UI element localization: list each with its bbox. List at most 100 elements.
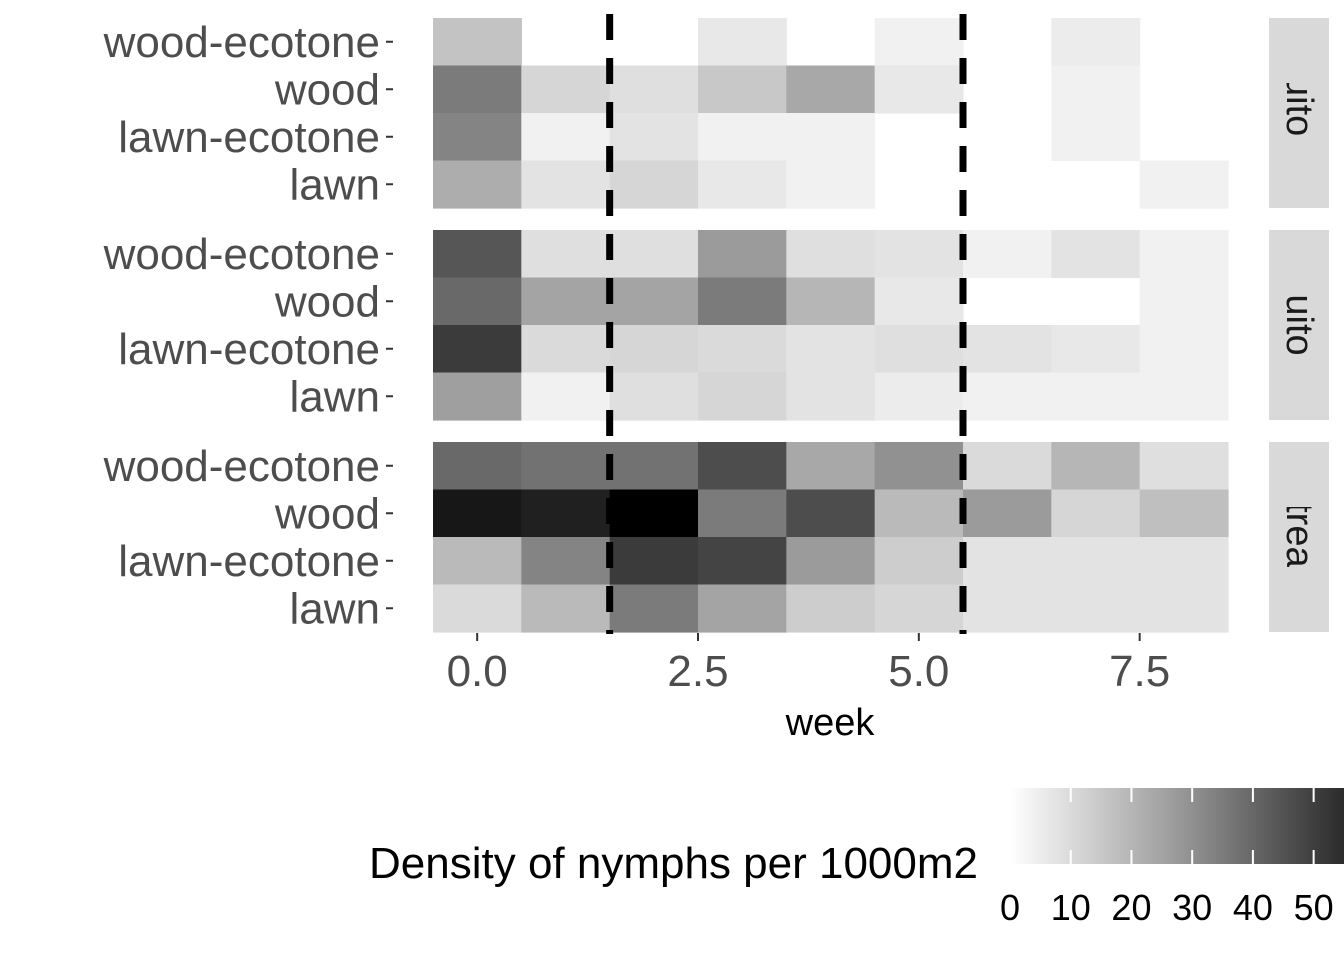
heatmap-cell [786, 230, 876, 279]
heatmap-cell [609, 537, 699, 586]
heatmap-cell [786, 442, 876, 491]
heatmap-cell [963, 442, 1052, 491]
heatmap-cell [521, 113, 611, 162]
heatmap-cell [1139, 584, 1229, 633]
heatmap-cell [1051, 372, 1141, 421]
facet-strip: osquito On [1269, 230, 1329, 420]
heatmap-cell [433, 584, 522, 633]
heatmap-cell [698, 537, 787, 586]
panel [433, 230, 1229, 421]
heatmap-cell [1051, 230, 1141, 279]
facet-strip-background [1269, 442, 1329, 632]
facet-strip-label: osquito & Ti [1278, 14, 1320, 213]
heatmap-cell [963, 489, 1052, 538]
legend-tick-label: 0 [1000, 887, 1020, 928]
legend-tick-label: 50 [1294, 887, 1334, 928]
heatmap-cell [786, 160, 876, 209]
legend-tick-label: 40 [1233, 887, 1273, 928]
heatmap-cell [433, 277, 522, 326]
heatmap-cell [698, 113, 787, 162]
x-axis-tick-label: 0.0 [447, 647, 508, 696]
panel [433, 18, 1229, 209]
heatmap-cell [521, 230, 611, 279]
heatmap-cell [874, 230, 964, 279]
heatmap-cell [698, 160, 787, 209]
heatmap-cell [521, 584, 611, 633]
heatmap-cell [874, 442, 964, 491]
heatmap-cell [786, 113, 876, 162]
heatmap-cell [433, 489, 522, 538]
heatmap-cell [786, 65, 876, 114]
heatmap-cell [521, 325, 611, 374]
heatmap-cell [433, 537, 522, 586]
heatmap-cell [698, 372, 787, 421]
heatmap-cell [698, 489, 787, 538]
heatmap-cell [609, 65, 699, 114]
heatmap-cell [521, 442, 611, 491]
heatmap-cell [698, 442, 787, 491]
heatmap-cell [433, 230, 522, 279]
heatmap-cell [963, 372, 1052, 421]
legend-colorbar [1010, 788, 1344, 864]
facet-strip-background [1269, 18, 1329, 208]
legend-tick-label: 30 [1172, 887, 1212, 928]
facet-strips: osquito & Ti osquito On Untreated [1269, 14, 1329, 632]
x-axis-title: week [785, 702, 876, 744]
facet-strip: Untreated [1269, 442, 1329, 632]
heatmap-cell [1139, 230, 1229, 279]
heatmap-cell [874, 537, 964, 586]
heatmap-cell [963, 230, 1052, 279]
heatmap-cell [521, 277, 611, 326]
y-axis-label: wood [274, 65, 380, 114]
heatmap-cell [1139, 372, 1229, 421]
y-axis-label: wood-ecotone [103, 230, 380, 279]
facet-strip-label: Untreated [1278, 454, 1320, 621]
heatmap-cell [1051, 489, 1141, 538]
heatmap-cell [1051, 18, 1141, 67]
heatmap-cell [609, 277, 699, 326]
heatmap-cell [1051, 113, 1141, 162]
y-axis-label: lawn-ecotone [118, 537, 380, 586]
heatmap-cell [786, 489, 876, 538]
heatmap-cell [786, 325, 876, 374]
heatmap-cell [433, 442, 522, 491]
heatmap-cell [963, 325, 1052, 374]
y-axis-label: wood [274, 489, 380, 538]
y-axis-label: wood [274, 277, 380, 326]
heatmap-cell [698, 230, 787, 279]
heatmap-cell [874, 325, 964, 374]
x-axis-tick-label: 7.5 [1109, 647, 1170, 696]
heatmap-cell [521, 160, 611, 209]
heatmap-cell [1051, 537, 1141, 586]
heatmap-cell [1051, 584, 1141, 633]
heatmap-cell [786, 277, 876, 326]
heatmap-cell [698, 584, 787, 633]
y-axis-label: lawn [290, 584, 381, 633]
heatmap-cell [521, 65, 611, 114]
heatmap-cell [1051, 65, 1141, 114]
x-axis-tick-label: 2.5 [667, 647, 728, 696]
reference-lines [606, 14, 967, 634]
heatmap-cell [609, 160, 699, 209]
y-axis-label: lawn [290, 160, 381, 209]
legend: Density of nymphs per 1000m2 0 10 20 30 40 50 [369, 788, 1344, 928]
heatmap-cell [521, 372, 611, 421]
legend-tick-label: 20 [1111, 887, 1151, 928]
heatmap-cell [963, 584, 1052, 633]
heatmap-cell [698, 18, 787, 67]
y-axis-label: lawn-ecotone [118, 113, 380, 162]
heatmap-cell [433, 325, 522, 374]
heatmap-cell [698, 325, 787, 374]
heatmap-cell [786, 537, 876, 586]
heatmap-cell [698, 277, 787, 326]
x-axis-tick-label: 5.0 [888, 647, 949, 696]
y-axis-label: lawn [290, 372, 381, 421]
heatmap-cell [433, 372, 522, 421]
heatmap-cell [521, 537, 611, 586]
heatmap-cell [874, 18, 964, 67]
facet-strip: osquito & Ti [1269, 14, 1329, 213]
heatmap-cell [609, 372, 699, 421]
heatmap-cell [609, 584, 699, 633]
y-axis-labels: wood-ecotonewoodlawn-ecotonelawnwood-eco… [103, 18, 393, 633]
heatmap-cell [609, 113, 699, 162]
